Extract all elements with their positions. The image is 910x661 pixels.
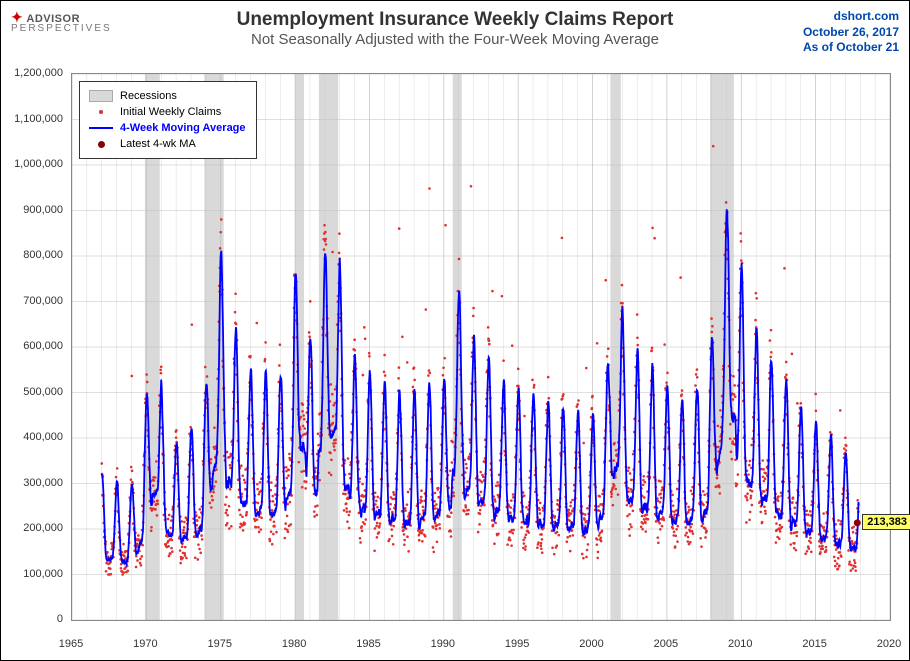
legend-row-ma: 4-Week Moving Average (88, 120, 246, 136)
legend: Recessions Initial Weekly Claims 4-Week … (79, 81, 257, 159)
source-block: dshort.com October 26, 2017 As of Octobe… (803, 9, 899, 56)
y-tick-label: 900,000 (23, 204, 63, 216)
y-tick-label: 1,000,000 (14, 158, 63, 170)
source-site: dshort.com (803, 9, 899, 25)
x-tick-label: 1985 (356, 638, 380, 650)
latest-swatch (88, 138, 114, 150)
x-tick-label: 1990 (431, 638, 455, 650)
x-tick-label: 1970 (133, 638, 157, 650)
y-tick-label: 700,000 (23, 295, 63, 307)
x-tick-label: 1965 (59, 638, 83, 650)
y-tick-label: 400,000 (23, 431, 63, 443)
legend-ma-label: 4-Week Moving Average (120, 122, 246, 134)
y-tick-label: 0 (57, 613, 63, 625)
x-tick-label: 2015 (802, 638, 826, 650)
source-date: October 26, 2017 (803, 25, 899, 41)
recession-swatch (88, 90, 114, 102)
y-tick-label: 600,000 (23, 340, 63, 352)
y-tick-label: 1,100,000 (14, 113, 63, 125)
latest-value-callout: 213,383 (862, 514, 910, 530)
y-tick-label: 800,000 (23, 249, 63, 261)
legend-latest-label: Latest 4-wk MA (120, 138, 196, 150)
chart-title: Unemployment Insurance Weekly Claims Rep… (1, 5, 909, 31)
header: ✦ ADVISOR PERSPECTIVES Unemployment Insu… (1, 5, 909, 61)
legend-recessions-label: Recessions (120, 90, 177, 102)
legend-row-initial: Initial Weekly Claims (88, 104, 246, 120)
y-tick-label: 200,000 (23, 522, 63, 534)
x-tick-label: 2010 (728, 638, 752, 650)
y-axis-labels: 0100,000200,000300,000400,000500,000600,… (1, 73, 67, 621)
chart-subtitle: Not Seasonally Adjusted with the Four-We… (1, 31, 909, 48)
y-tick-label: 500,000 (23, 386, 63, 398)
x-tick-label: 1995 (505, 638, 529, 650)
y-tick-label: 1,200,000 (14, 67, 63, 79)
line-swatch (88, 122, 114, 134)
chart-container: ✦ ADVISOR PERSPECTIVES Unemployment Insu… (0, 0, 910, 661)
x-tick-label: 1980 (282, 638, 306, 650)
logo-sub-text: PERSPECTIVES (11, 23, 112, 34)
legend-initial-label: Initial Weekly Claims (120, 106, 221, 118)
x-tick-label: 2020 (877, 638, 901, 650)
x-tick-label: 1975 (207, 638, 231, 650)
y-tick-label: 100,000 (23, 568, 63, 580)
source-asof: As of October 21 (803, 40, 899, 56)
scatter-swatch (88, 106, 114, 118)
x-tick-label: 2005 (654, 638, 678, 650)
x-tick-label: 2000 (579, 638, 603, 650)
y-tick-label: 300,000 (23, 477, 63, 489)
legend-row-latest: Latest 4-wk MA (88, 136, 246, 152)
legend-row-recessions: Recessions (88, 88, 246, 104)
x-axis-labels: 1965197019751980198519901995200020052010… (71, 630, 891, 650)
